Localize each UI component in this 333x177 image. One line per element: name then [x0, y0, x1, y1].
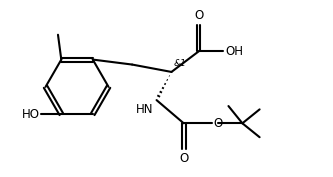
Text: HO: HO: [22, 108, 40, 121]
Text: O: O: [194, 8, 203, 22]
Text: OH: OH: [225, 45, 243, 58]
Text: &1: &1: [173, 59, 186, 68]
Text: HN: HN: [136, 103, 153, 116]
Text: O: O: [213, 117, 223, 130]
Text: O: O: [179, 152, 188, 165]
